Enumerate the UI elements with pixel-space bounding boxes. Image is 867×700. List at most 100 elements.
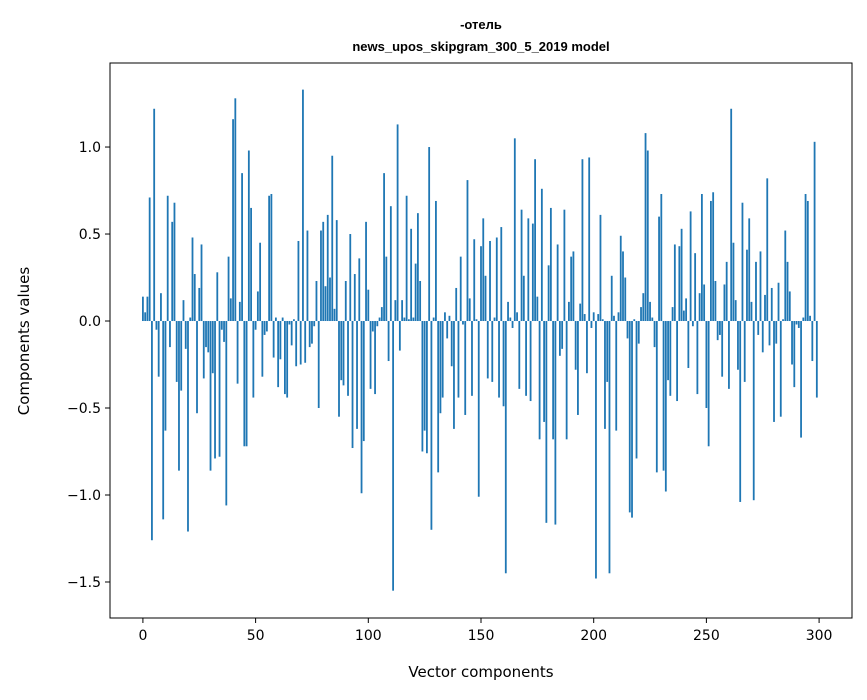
bar-component-81 bbox=[324, 286, 327, 322]
x-tick-label: 0 bbox=[138, 628, 147, 644]
bar-component-52 bbox=[259, 242, 262, 322]
bar-component-147 bbox=[473, 239, 476, 322]
bar-component-229 bbox=[658, 216, 660, 322]
bar-component-188 bbox=[565, 321, 568, 440]
bar-component-86 bbox=[335, 220, 338, 322]
bar-component-95 bbox=[356, 321, 358, 429]
bar-component-122 bbox=[416, 213, 419, 322]
y-tick-label: 1.0 bbox=[79, 140, 101, 156]
bar-component-187 bbox=[563, 209, 566, 322]
bar-component-193 bbox=[577, 321, 579, 415]
bar-component-63 bbox=[284, 321, 286, 395]
bar-component-158 bbox=[498, 321, 500, 398]
bar-component-228 bbox=[655, 321, 658, 473]
bar-component-23 bbox=[193, 274, 196, 322]
x-tick-label: 250 bbox=[693, 628, 720, 644]
bar-component-7 bbox=[157, 321, 160, 377]
bar-component-181 bbox=[549, 207, 552, 322]
bar-component-204 bbox=[601, 319, 604, 322]
bar-component-215 bbox=[626, 321, 629, 339]
bar-component-218 bbox=[633, 319, 636, 322]
bar-component-114 bbox=[398, 321, 401, 351]
bar-component-247 bbox=[698, 293, 701, 322]
bar-component-105 bbox=[378, 317, 381, 322]
bar-component-101 bbox=[369, 321, 372, 389]
bar-component-30 bbox=[209, 321, 212, 471]
bar-component-156 bbox=[493, 317, 496, 322]
bar-component-125 bbox=[423, 321, 426, 431]
x-tick-label: 50 bbox=[247, 628, 265, 644]
bar-component-280 bbox=[773, 321, 775, 422]
bar-component-97 bbox=[360, 321, 363, 494]
bar-component-201 bbox=[595, 321, 597, 579]
bar-component-160 bbox=[502, 321, 505, 407]
bar-component-177 bbox=[540, 188, 543, 322]
bar-component-276 bbox=[764, 294, 766, 322]
bar-component-27 bbox=[202, 321, 205, 379]
bar-component-17 bbox=[180, 321, 183, 391]
bar-component-135 bbox=[446, 321, 449, 339]
y-axis: −1.5 −1.0 −0.5 0.0 0.5 1.0 bbox=[67, 140, 110, 591]
bar-component-90 bbox=[344, 280, 347, 322]
bar-component-296 bbox=[809, 315, 811, 322]
bar-component-212 bbox=[619, 235, 622, 322]
bar-component-43 bbox=[238, 301, 241, 322]
bar-component-51 bbox=[256, 291, 259, 322]
bar-component-4 bbox=[151, 321, 153, 541]
bar-component-206 bbox=[606, 321, 609, 382]
bar-component-120 bbox=[412, 317, 415, 322]
bar-component-141 bbox=[459, 256, 462, 322]
bar-component-260 bbox=[728, 321, 730, 389]
bar-component-56 bbox=[268, 195, 271, 322]
bar-component-270 bbox=[750, 301, 753, 322]
bar-component-256 bbox=[719, 321, 721, 335]
bar-component-295 bbox=[806, 200, 809, 322]
bar-component-112 bbox=[394, 300, 397, 322]
bar-component-273 bbox=[757, 321, 760, 335]
bar-component-178 bbox=[543, 321, 546, 422]
bar-component-124 bbox=[421, 321, 424, 452]
bar-component-176 bbox=[538, 321, 541, 440]
bar-component-291 bbox=[797, 321, 800, 328]
bar-component-233 bbox=[667, 321, 669, 381]
bar-component-134 bbox=[444, 312, 446, 322]
bar-component-252 bbox=[710, 200, 712, 322]
bar-component-108 bbox=[385, 256, 388, 322]
bar-component-55 bbox=[265, 321, 268, 332]
bar-component-66 bbox=[290, 321, 293, 346]
bar-component-169 bbox=[522, 275, 525, 322]
bar-component-258 bbox=[723, 284, 726, 322]
bar-component-254 bbox=[714, 280, 717, 322]
bar-component-239 bbox=[680, 228, 683, 322]
bar-component-58 bbox=[272, 321, 275, 358]
bar-component-0 bbox=[142, 296, 144, 322]
bar-component-144 bbox=[466, 180, 469, 322]
bar-component-287 bbox=[788, 291, 791, 322]
bar-component-165 bbox=[513, 138, 516, 322]
bar-component-68 bbox=[295, 321, 298, 367]
bars-group bbox=[142, 89, 818, 591]
x-tick-label: 300 bbox=[806, 628, 833, 644]
bar-component-257 bbox=[721, 321, 724, 377]
bar-component-75 bbox=[311, 321, 313, 344]
bar-component-138 bbox=[453, 321, 455, 429]
bar-component-266 bbox=[741, 202, 744, 322]
bar-component-232 bbox=[664, 321, 667, 492]
bar-component-44 bbox=[241, 173, 243, 322]
bar-component-196 bbox=[583, 314, 586, 322]
bar-component-162 bbox=[507, 301, 509, 322]
bar-component-20 bbox=[187, 321, 189, 532]
bar-component-246 bbox=[696, 321, 699, 395]
bar-component-217 bbox=[631, 321, 633, 518]
bar-component-1 bbox=[144, 312, 147, 322]
bar-component-199 bbox=[590, 321, 593, 328]
bar-component-148 bbox=[475, 319, 478, 322]
bar-component-250 bbox=[705, 321, 708, 409]
bar-component-173 bbox=[531, 223, 534, 322]
bar-component-186 bbox=[561, 321, 564, 349]
bar-component-146 bbox=[471, 321, 473, 396]
bar-component-143 bbox=[464, 321, 467, 415]
bar-component-121 bbox=[414, 263, 417, 322]
bar-component-240 bbox=[682, 310, 685, 322]
bar-component-21 bbox=[189, 317, 192, 322]
